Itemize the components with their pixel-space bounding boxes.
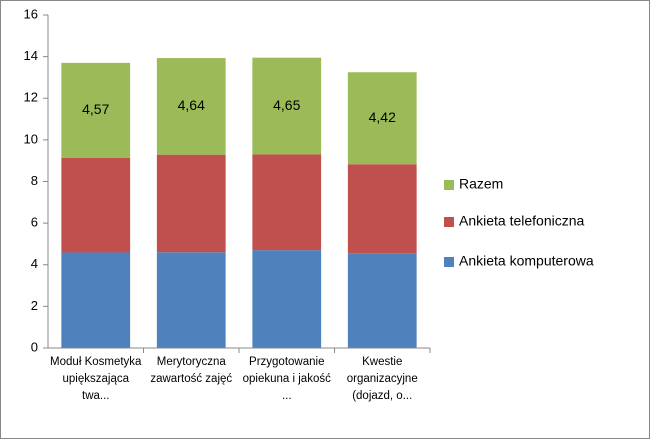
x-tick-label-box: Przygotowanie opiekuna i jakość ...: [242, 356, 331, 402]
bar-segment: [61, 252, 131, 348]
legend-label: Ankieta komputerowa: [459, 253, 594, 269]
y-tick-label: 2: [31, 298, 38, 313]
x-tick-label: Moduł Kosmetyka upiększająca twa...: [50, 356, 142, 402]
y-tick-label: 8: [31, 173, 38, 188]
legend-swatch: [444, 217, 454, 227]
x-tick-label: Merytoryczna zawartość zajęć: [150, 356, 233, 385]
x-tick-label: Kwestie organizacyjne (dojazd, o...: [346, 356, 418, 402]
bar-segment: [252, 57, 322, 155]
bar-segment: [156, 58, 226, 155]
bar-segment: [347, 253, 417, 348]
bar-segment: [156, 252, 226, 348]
y-tick-label: 6: [31, 215, 38, 230]
y-tick-label: 4: [31, 256, 38, 271]
bar-segment: [61, 62, 131, 158]
legend-label: Razem: [459, 176, 503, 192]
data-label: 4,57: [82, 101, 109, 117]
x-tick-label-box: Kwestie organizacyjne (dojazd, o...: [346, 356, 418, 402]
data-label: 4,42: [369, 109, 396, 125]
x-tick-label: Przygotowanie opiekuna i jakość ...: [242, 356, 331, 402]
x-tick-label-box: Merytoryczna zawartość zajęć: [150, 356, 233, 385]
bar-segment: [347, 72, 417, 165]
legend-swatch: [444, 180, 454, 190]
bar-segment: [156, 154, 226, 253]
bar-segment: [61, 157, 131, 253]
legend-swatch: [444, 257, 454, 267]
bar-segment: [252, 154, 322, 251]
bar-segment: [252, 250, 322, 348]
legend-label: Ankieta telefoniczna: [459, 213, 585, 229]
data-label: 4,64: [178, 97, 205, 113]
y-tick-label: 0: [31, 339, 38, 354]
y-tick-label: 16: [24, 6, 38, 21]
x-tick-label-box: Moduł Kosmetyka upiększająca twa...: [50, 356, 142, 402]
y-tick-label: 12: [24, 90, 38, 105]
data-label: 4,65: [273, 97, 300, 113]
y-tick-label: 10: [24, 131, 38, 146]
y-tick-label: 14: [24, 48, 38, 63]
bar-segment: [347, 164, 417, 254]
